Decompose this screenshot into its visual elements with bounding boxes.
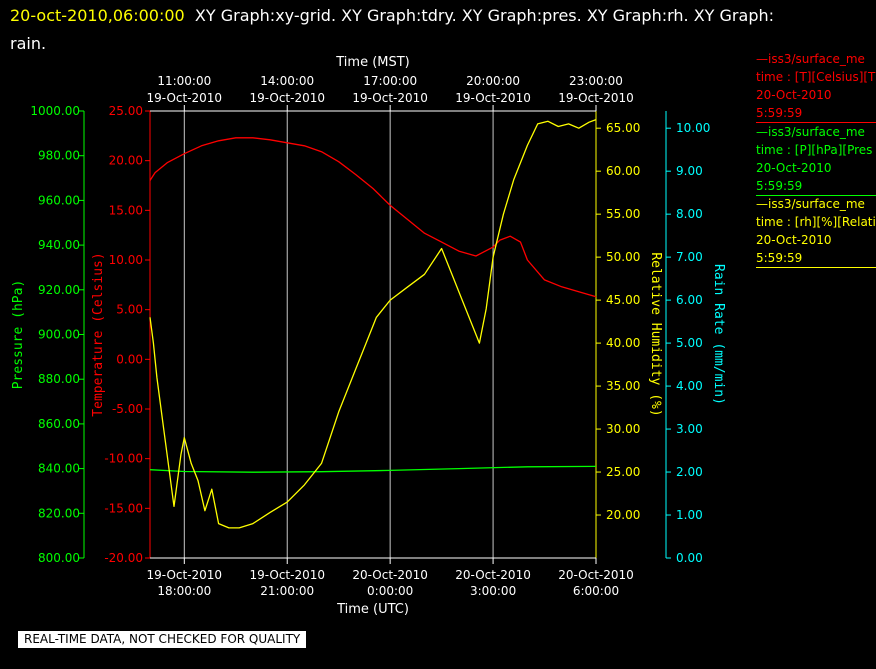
- pres-tick-label: 960.00: [38, 193, 80, 207]
- rain-tick-label: 7.00: [676, 250, 703, 264]
- quality-disclaimer: REAL-TIME DATA, NOT CHECKED FOR QUALITY: [18, 631, 307, 648]
- rain-tick-label: 10.00: [676, 121, 710, 135]
- x-axis-label: Time (UTC): [336, 602, 409, 617]
- legend-time: 5:59:59: [756, 106, 803, 120]
- x-top-tick-label: 19-Oct-2010: [455, 91, 531, 105]
- x-top-tick-label: 23:00:00: [569, 74, 623, 88]
- temp-tick-label: -5.00: [112, 402, 143, 416]
- rh-tick-label: 50.00: [606, 250, 640, 264]
- x-tick-label: 3:00:00: [470, 584, 516, 598]
- x-top-tick-label: 19-Oct-2010: [249, 91, 325, 105]
- pres-tick-label: 840.00: [38, 462, 80, 476]
- legend-line: —iss3/surface_me: [756, 197, 865, 211]
- pres-tick-label: 940.00: [38, 238, 80, 252]
- pres-tick-label: 880.00: [38, 372, 80, 386]
- legend-line: —iss3/surface_me: [756, 52, 865, 66]
- pres-tick-label: 900.00: [38, 328, 80, 342]
- chart-title: 20-oct-2010,06:00:00 XY Graph:xy-grid. X…: [10, 2, 860, 58]
- pres-tick-label: 1000.00: [30, 104, 80, 118]
- rh-tick-label: 45.00: [606, 293, 640, 307]
- title-graphs-wrap: rain.: [10, 34, 47, 53]
- legend-line: —iss3/surface_me: [756, 125, 865, 139]
- rain-tick-label: 1.00: [676, 508, 703, 522]
- rain-tick-label: 8.00: [676, 207, 703, 221]
- temp-tick-label: 10.00: [109, 253, 143, 267]
- x-tick-label: 19-Oct-2010: [249, 568, 325, 582]
- legend-field: time : [T][Celsius][T: [756, 70, 876, 84]
- rh-tick-label: 25.00: [606, 465, 640, 479]
- rh-tick-label: 55.00: [606, 207, 640, 221]
- temp-tick-label: -15.00: [104, 501, 143, 515]
- legend-pres: —iss3/surface_me time : [P][hPa][Pres 20…: [756, 123, 876, 196]
- pres-series-line: [149, 465, 597, 473]
- rh-tick-label: 40.00: [606, 336, 640, 350]
- x-tick-label: 18:00:00: [157, 584, 211, 598]
- x-tick-label: 19-Oct-2010: [147, 568, 223, 582]
- x-top-tick-label: 20:00:00: [466, 74, 520, 88]
- x-top-axis-label: Time (MST): [335, 55, 410, 70]
- rh-tick-label: 20.00: [606, 508, 640, 522]
- rh-series-line: [149, 118, 597, 529]
- temp-tick-label: 0.00: [116, 352, 143, 366]
- pres-tick-label: 980.00: [38, 149, 80, 163]
- x-top-tick-label: 11:00:00: [157, 74, 211, 88]
- legend-field: time : [P][hPa][Pres: [756, 143, 873, 157]
- x-top-tick-label: 19-Oct-2010: [352, 91, 428, 105]
- x-tick-label: 0:00:00: [367, 584, 413, 598]
- rain-tick-label: 6.00: [676, 293, 703, 307]
- rain-tick-label: 4.00: [676, 379, 703, 393]
- title-graphs: XY Graph:xy-grid. XY Graph:tdry. XY Grap…: [194, 6, 774, 25]
- temp-tick-label: 15.00: [109, 203, 143, 217]
- pres-tick-label: 820.00: [38, 506, 80, 520]
- temp-tick-label: -20.00: [104, 551, 143, 565]
- rain-tick-label: 9.00: [676, 164, 703, 178]
- legend-time: 5:59:59: [756, 251, 803, 265]
- rain-tick-label: 2.00: [676, 465, 703, 479]
- x-top-tick-label: 19-Oct-2010: [558, 91, 634, 105]
- temp-tick-label: 25.00: [109, 104, 143, 118]
- pres-axis-title: Pressure (hPa): [11, 280, 26, 390]
- rain-tick-label: 0.00: [676, 551, 703, 565]
- legend-field: time : [rh][%][Relati: [756, 215, 876, 229]
- rain-tick-label: 5.00: [676, 336, 703, 350]
- legend-rh: —iss3/surface_me time : [rh][%][Relati 2…: [756, 195, 876, 268]
- rh-axis-title: Relative Humidity (%): [648, 252, 663, 416]
- x-tick-label: 20-Oct-2010: [352, 568, 428, 582]
- legend-time: 5:59:59: [756, 179, 803, 193]
- x-top-tick-label: 19-Oct-2010: [147, 91, 223, 105]
- rain-tick-label: 3.00: [676, 422, 703, 436]
- rh-tick-label: 35.00: [606, 379, 640, 393]
- rh-tick-label: 30.00: [606, 422, 640, 436]
- temp-tick-label: -10.00: [104, 452, 143, 466]
- legend-date: 20-Oct-2010: [756, 161, 832, 175]
- legend-date: 20-Oct-2010: [756, 233, 832, 247]
- x-tick-label: 6:00:00: [573, 584, 619, 598]
- x-top-tick-label: 17:00:00: [363, 74, 417, 88]
- x-tick-label: 20-Oct-2010: [558, 568, 634, 582]
- rain-axis-title: Rain Rate (mm/min): [711, 264, 726, 405]
- legend-temp: —iss3/surface_me time : [T][Celsius][T 2…: [756, 50, 876, 123]
- x-tick-label: 21:00:00: [260, 584, 314, 598]
- pres-tick-label: 920.00: [38, 283, 80, 297]
- rh-tick-label: 60.00: [606, 164, 640, 178]
- temp-axis-title: Temperature (Celsius): [91, 252, 106, 416]
- pres-tick-label: 800.00: [38, 551, 80, 565]
- legend-date: 20-Oct-2010: [756, 88, 832, 102]
- timestamp: 20-oct-2010,06:00:00: [10, 6, 185, 25]
- rh-tick-label: 65.00: [606, 121, 640, 135]
- pres-tick-label: 860.00: [38, 417, 80, 431]
- temp-series-line: [149, 137, 597, 298]
- x-tick-label: 20-Oct-2010: [455, 568, 531, 582]
- temp-tick-label: 5.00: [116, 303, 143, 317]
- x-top-tick-label: 14:00:00: [260, 74, 314, 88]
- temp-tick-label: 20.00: [109, 154, 143, 168]
